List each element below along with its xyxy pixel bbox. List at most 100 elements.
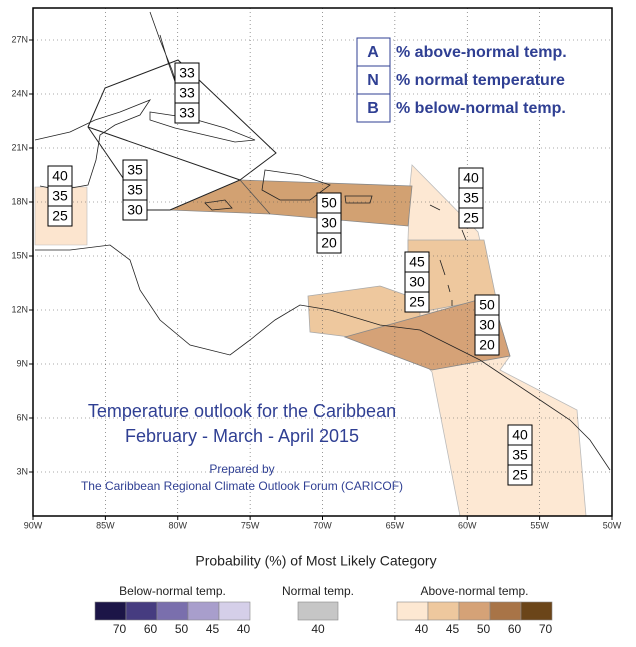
- key-text: % below-normal temp.: [396, 100, 566, 117]
- lat-label: 3N: [16, 466, 28, 476]
- value-label: 33: [179, 85, 195, 101]
- legend-swatch: [218, 601, 251, 621]
- coast-antilles: [429, 204, 467, 306]
- legend-label: 60: [508, 622, 522, 636]
- legend-scale-title: Normal temp.: [282, 584, 354, 598]
- key-letter: N: [367, 72, 379, 89]
- value-label: 25: [463, 210, 479, 226]
- legend-label: 60: [144, 622, 158, 636]
- value-box: [174, 102, 200, 124]
- value-label: 35: [512, 447, 528, 463]
- lon-label: 50W: [603, 520, 622, 530]
- key-text: % normal temperature: [396, 72, 565, 89]
- region-border: [87, 126, 241, 181]
- value-label: 30: [127, 202, 143, 218]
- lat-label: 15N: [11, 250, 28, 260]
- value-label: 25: [52, 208, 68, 224]
- value-box: [316, 232, 342, 254]
- value-label: 35: [463, 190, 479, 206]
- region-area: [343, 295, 511, 371]
- lon-label: 55W: [530, 520, 549, 530]
- value-label: 30: [409, 274, 425, 290]
- value-box: [458, 207, 484, 229]
- value-label: 40: [52, 168, 68, 184]
- key-letter: B: [367, 100, 379, 117]
- key-letter: A: [367, 44, 379, 61]
- coast-gulf: [34, 99, 152, 191]
- legend-swatch: [396, 601, 429, 621]
- key-box: [356, 37, 391, 67]
- legend-label: 50: [175, 622, 189, 636]
- coast-central-south: [35, 244, 611, 471]
- value-box: [474, 334, 500, 356]
- legend-swatch: [520, 601, 553, 621]
- lat-label: 9N: [16, 358, 28, 368]
- value-box: [404, 291, 430, 313]
- lat-label: 24N: [11, 88, 28, 98]
- value-label: 35: [127, 182, 143, 198]
- legend-label: 70: [113, 622, 127, 636]
- value-label: 25: [409, 294, 425, 310]
- legend-swatch: [458, 601, 491, 621]
- map-credit: The Caribbean Regional Climate Outlook F…: [81, 479, 403, 493]
- legend-label: 40: [311, 622, 325, 636]
- legend-swatch: [489, 601, 522, 621]
- legend-label: 40: [415, 622, 429, 636]
- map-frame: [32, 7, 613, 517]
- legend-title: Probability (%) of Most Likely Category: [195, 553, 436, 569]
- lon-label: 60W: [458, 520, 477, 530]
- legend-scale-title: Below-normal temp.: [119, 584, 226, 598]
- value-label: 30: [321, 215, 337, 231]
- lat-label: 18N: [11, 196, 28, 206]
- coast-cuba: [149, 111, 256, 143]
- key-box: [356, 93, 391, 123]
- value-label: 45: [409, 254, 425, 270]
- value-label: 35: [127, 162, 143, 178]
- legend-swatch: [94, 601, 127, 621]
- region-outline: [87, 59, 277, 211]
- legend-swatch: [297, 601, 339, 621]
- value-label: 20: [479, 337, 495, 353]
- map-title: February - March - April 2015: [125, 426, 359, 446]
- value-label: 25: [512, 467, 528, 483]
- value-box: [122, 199, 148, 221]
- coast-puerto-rico: [344, 195, 373, 204]
- value-label: 33: [179, 65, 195, 81]
- value-label: 50: [479, 297, 495, 313]
- region-border: [239, 179, 271, 215]
- value-label: 50: [321, 195, 337, 211]
- lat-label: 12N: [11, 304, 28, 314]
- lat-label: 21N: [11, 142, 28, 152]
- lat-label: 27N: [11, 34, 28, 44]
- lon-label: 65W: [386, 520, 405, 530]
- lon-label: 80W: [168, 520, 187, 530]
- legend-scale-title: Above-normal temp.: [420, 584, 528, 598]
- lon-label: 70W: [313, 520, 332, 530]
- legend-swatch: [156, 601, 189, 621]
- lat-label: 6N: [16, 412, 28, 422]
- value-label: 20: [321, 235, 337, 251]
- legend-swatch: [187, 601, 220, 621]
- lon-label: 90W: [24, 520, 43, 530]
- legend-label: 45: [206, 622, 220, 636]
- value-box: [47, 205, 73, 227]
- key-text: % above-normal temp.: [396, 44, 567, 61]
- map-credit: Prepared by: [209, 462, 274, 476]
- legend-label: 45: [446, 622, 460, 636]
- value-label: 33: [179, 105, 195, 121]
- value-label: 40: [512, 427, 528, 443]
- legend-swatch: [125, 601, 158, 621]
- map-title: Temperature outlook for the Caribbean: [88, 401, 396, 421]
- lon-label: 85W: [96, 520, 115, 530]
- legend-label: 50: [477, 622, 491, 636]
- value-label: 40: [463, 170, 479, 186]
- coast-jamaica: [204, 199, 233, 211]
- value-box: [507, 464, 533, 486]
- lon-label: 75W: [241, 520, 260, 530]
- coast-hispaniola: [261, 169, 331, 201]
- legend-label: 70: [539, 622, 553, 636]
- key-box: [356, 65, 391, 95]
- value-label: 35: [52, 188, 68, 204]
- legend-label: 40: [237, 622, 251, 636]
